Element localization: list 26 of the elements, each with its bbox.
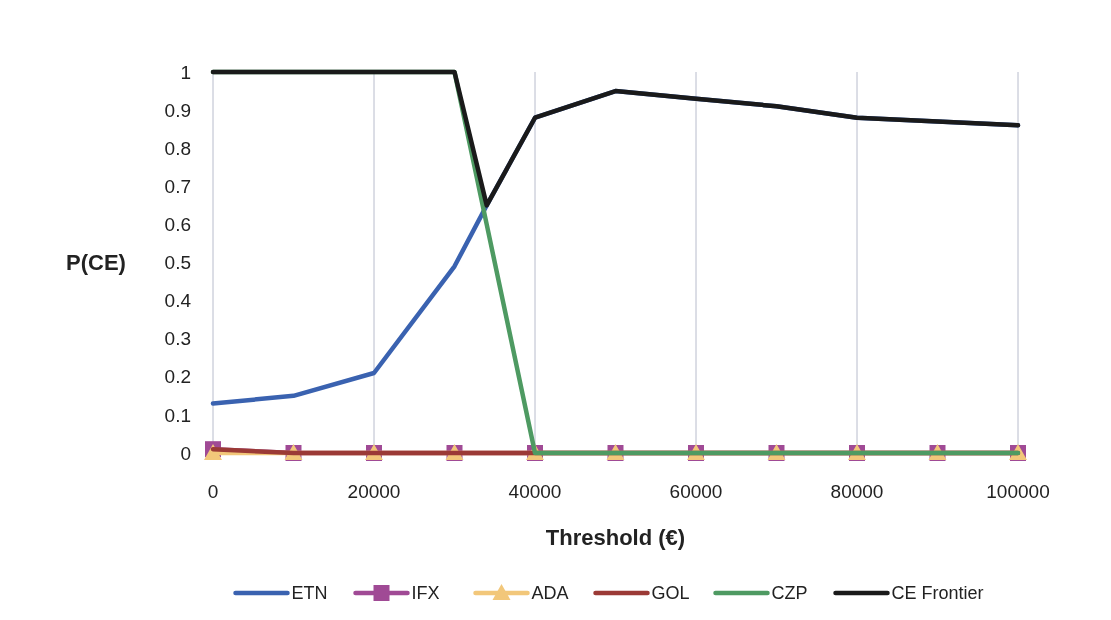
- y-axis-title: P(CE): [66, 250, 126, 276]
- y-tick-label: 0.5: [164, 252, 191, 274]
- x-tick-label: 60000: [669, 481, 723, 502]
- x-tick-label: 40000: [508, 481, 562, 502]
- legend-label: CZP: [771, 583, 808, 604]
- legend-label: ETN: [291, 583, 328, 604]
- legend-label: GOL: [651, 583, 690, 604]
- x-tick-label: 80000: [830, 481, 884, 502]
- y-tick-label: 0.8: [164, 137, 191, 159]
- y-tick-label: 0.2: [164, 366, 191, 388]
- y-tick-label: 0.3: [164, 328, 191, 350]
- line-series: [210, 69, 1021, 208]
- x-tick-label: 20000: [347, 481, 401, 502]
- y-tick-label: 0.6: [164, 214, 191, 236]
- y-tick-label: 0.1: [164, 404, 191, 426]
- x-tick-label: 0: [207, 481, 219, 502]
- y-tick-label: 0.9: [164, 99, 191, 121]
- x-axis-title: Threshold (€): [545, 525, 686, 550]
- legend-label: CE Frontier: [891, 583, 984, 604]
- legend-label: ADA: [531, 583, 569, 604]
- y-tick-label: 1: [180, 61, 191, 83]
- y-tick-label: 0.4: [164, 290, 192, 312]
- y-tick-label: 0: [180, 442, 191, 464]
- y-tick-label: 0.7: [164, 175, 191, 197]
- x-tick-label: 100000: [986, 481, 1050, 502]
- legend-label: IFX: [411, 583, 440, 604]
